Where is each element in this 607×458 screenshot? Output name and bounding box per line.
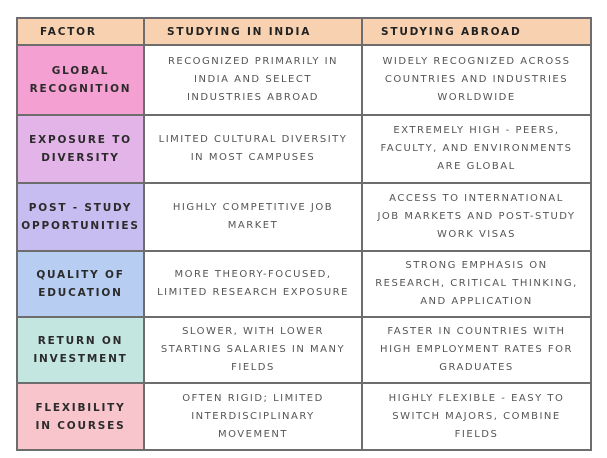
cell-line: COUNTRIES AND INDUSTRIES bbox=[384, 74, 569, 85]
cell-line: INVESTMENT bbox=[33, 353, 128, 365]
text-cell: SLOWER, WITH LOWER STARTING SALARIES IN M… bbox=[143, 316, 363, 384]
cell-line: WORLDWIDE bbox=[437, 92, 516, 103]
cell-line: IN COURSES bbox=[35, 419, 126, 432]
cell-line: STARTING SALARIES IN MANY bbox=[160, 344, 346, 355]
cell-line: STRONG EMPHASIS ON bbox=[405, 260, 548, 271]
cell-line: LIMITED RESEARCH EXPOSURE bbox=[157, 287, 349, 298]
cell-line: WORK VISAS bbox=[437, 229, 516, 240]
factor-cell: FLEXIBILITY IN COURSES bbox=[16, 382, 145, 451]
cell-line: FLEXIBILITY bbox=[35, 401, 126, 414]
text-cell: MORE THEORY-FOCUSED, LIMITED RESEARCH EXP… bbox=[143, 250, 363, 318]
text-cell: LIMITED CULTURAL DIVERSITY IN MOST CAMPUS… bbox=[143, 114, 363, 184]
header-cell: STUDYING IN INDIA bbox=[143, 17, 363, 46]
header-cell: FACTOR bbox=[16, 17, 145, 46]
cell-line: DIVERSITY bbox=[41, 152, 120, 164]
cell-line: HIGH EMPLOYMENT RATES FOR bbox=[380, 344, 573, 355]
cell-line: INTERDISCIPLINARY bbox=[191, 410, 315, 422]
text-cell: OFTEN RIGID; LIMITED INTERDISCIPLINARY MOV… bbox=[143, 382, 363, 451]
cell-line: RECOGNITION bbox=[29, 83, 132, 95]
table-row: POST - STUDY OPPORTUNITIES HIGHLY COMPETIT… bbox=[16, 182, 592, 252]
factor-cell: POST - STUDY OPPORTUNITIES bbox=[16, 182, 145, 252]
factor-cell: EXPOSURE TO DIVERSITY bbox=[16, 114, 145, 184]
table-row: RETURN ON INVESTMENT SLOWER, WITH LOWER STA… bbox=[16, 316, 592, 384]
cell-line: INDUSTRIES ABROAD bbox=[186, 92, 320, 103]
cell-line: GLOBAL bbox=[51, 65, 110, 77]
cell-line: OFTEN RIGID; LIMITED bbox=[182, 392, 324, 404]
cell-line: ARE GLOBAL bbox=[437, 161, 516, 172]
cell-line: MARKET bbox=[227, 220, 279, 231]
table-row: FLEXIBILITY IN COURSES OFTEN RIGID; LIMITE… bbox=[16, 382, 592, 451]
text-cell: HIGHLY COMPETITIVE JOB MARKET bbox=[143, 182, 363, 252]
text-cell: FASTER IN COUNTRIES WITH HIGH EMPLOYMENT … bbox=[361, 316, 592, 384]
cell-line: RETURN ON bbox=[37, 335, 124, 347]
factor-cell: GLOBAL RECOGNITION bbox=[16, 44, 145, 116]
cell-line: EXTREMELY HIGH - PEERS, bbox=[393, 125, 560, 136]
factor-cell: QUALITY OF EDUCATION bbox=[16, 250, 145, 318]
cell-line: FIELDS bbox=[454, 428, 499, 440]
text-cell: ACCESS TO INTERNATIONAL JOB MARKETS AND P… bbox=[361, 182, 592, 252]
cell-line: FASTER IN COUNTRIES WITH bbox=[387, 326, 566, 337]
text-cell: WIDELY RECOGNIZED ACROSS COUNTRIES AND IN… bbox=[361, 44, 592, 116]
cell-line: IN MOST CAMPUSES bbox=[190, 152, 316, 163]
table-row: QUALITY OF EDUCATION MORE THEORY-FOCUSED, L… bbox=[16, 250, 592, 318]
header-cell: STUDYING ABROAD bbox=[361, 17, 592, 46]
cell-line: ACCESS TO INTERNATIONAL bbox=[389, 193, 564, 204]
cell-line: EXPOSURE TO bbox=[29, 134, 132, 146]
cell-line: LIMITED CULTURAL DIVERSITY bbox=[158, 134, 348, 145]
factor-cell: RETURN ON INVESTMENT bbox=[16, 316, 145, 384]
cell-line: HIGHLY COMPETITIVE JOB bbox=[172, 202, 334, 213]
header-row: FACTOR STUDYING IN INDIA STUDYING ABROAD bbox=[16, 17, 592, 46]
table-row: EXPOSURE TO DIVERSITY LIMITED CULTURAL DIV… bbox=[16, 114, 592, 184]
cell-line: FIELDS bbox=[231, 362, 275, 373]
cell-line: SWITCH MAJORS, COMBINE bbox=[392, 410, 561, 422]
text-cell: HIGHLY FLEXIBLE - EASY TO SWITCH MAJORS, … bbox=[361, 382, 592, 451]
cell-line: OPPORTUNITIES bbox=[21, 220, 140, 232]
text-cell: EXTREMELY HIGH - PEERS, FACULTY, AND ENVI… bbox=[361, 114, 592, 184]
comparison-table: FACTOR STUDYING IN INDIA STUDYING ABROAD GL… bbox=[16, 17, 592, 451]
cell-line: GRADUATES bbox=[439, 362, 514, 373]
cell-line: MOVEMENT bbox=[217, 428, 289, 440]
cell-line: SLOWER, WITH LOWER bbox=[182, 326, 324, 337]
cell-line: QUALITY OF bbox=[36, 269, 125, 281]
text-cell: STRONG EMPHASIS ON RESEARCH, CRITICAL THI… bbox=[361, 250, 592, 318]
cell-line: EDUCATION bbox=[38, 287, 123, 299]
cell-line: RESEARCH, CRITICAL THINKING, bbox=[375, 278, 578, 289]
cell-line: FACULTY, AND ENVIRONMENTS bbox=[380, 143, 573, 154]
cell-line: MORE THEORY-FOCUSED, bbox=[174, 269, 332, 280]
cell-line: AND APPLICATION bbox=[420, 296, 533, 307]
cell-line: POST - STUDY bbox=[28, 202, 133, 214]
text-cell: RECOGNIZED PRIMARILY IN INDIA AND SELECT I… bbox=[143, 44, 363, 116]
table-row: GLOBAL RECOGNITION RECOGNIZED PRIMARILY IN… bbox=[16, 44, 592, 116]
cell-line: INDIA AND SELECT bbox=[194, 74, 312, 85]
cell-line: HIGHLY FLEXIBLE - EASY TO bbox=[388, 392, 565, 404]
cell-line: RECOGNIZED PRIMARILY IN bbox=[167, 56, 339, 67]
cell-line: WIDELY RECOGNIZED ACROSS bbox=[382, 56, 571, 67]
cell-line: JOB MARKETS AND POST-STUDY bbox=[377, 211, 576, 222]
